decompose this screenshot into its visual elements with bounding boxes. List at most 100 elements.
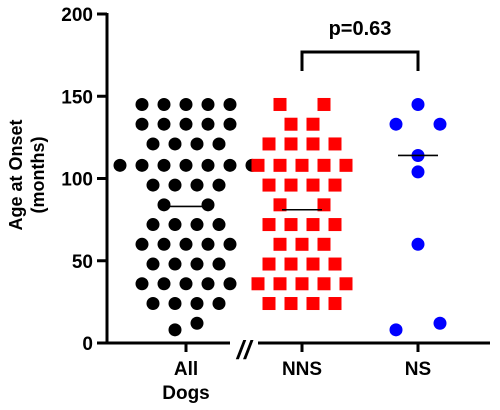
data-point <box>306 117 320 131</box>
data-point <box>146 137 160 151</box>
data-point <box>389 117 403 131</box>
data-point <box>168 137 182 151</box>
data-point <box>212 137 226 151</box>
data-point <box>223 237 237 251</box>
data-point <box>157 117 171 131</box>
median-lines <box>166 154 438 211</box>
data-point <box>179 97 193 111</box>
data-point <box>295 237 309 251</box>
data-point <box>201 198 215 212</box>
data-point <box>201 277 215 291</box>
data-point <box>317 277 331 291</box>
data-point <box>284 297 298 311</box>
data-point <box>317 237 331 251</box>
data-point <box>190 257 204 271</box>
y-axis: 0 50 100 150 200 <box>61 5 109 355</box>
data-point <box>201 117 215 131</box>
data-point <box>157 277 171 291</box>
data-point <box>201 158 215 172</box>
data-point <box>146 297 160 311</box>
data-point <box>262 218 276 232</box>
data-point <box>113 158 127 172</box>
data-point <box>190 316 204 330</box>
y-tick-label: 50 <box>72 252 93 273</box>
axis-break-symbol: // <box>236 335 254 365</box>
data-point <box>135 97 149 111</box>
x-axis: // All Dogs NNS NS <box>105 335 490 404</box>
data-point <box>273 237 287 251</box>
data-point <box>190 178 204 192</box>
data-point <box>306 257 320 271</box>
data-point <box>295 277 309 291</box>
data-point <box>389 323 403 337</box>
data-point <box>201 97 215 111</box>
data-point <box>135 158 149 172</box>
data-point <box>179 117 193 131</box>
data-point <box>317 97 331 111</box>
p-value-label: p=0.63 <box>329 18 392 40</box>
data-point <box>284 218 298 232</box>
y-tick-label: 200 <box>61 5 93 26</box>
data-point <box>339 277 353 291</box>
data-point <box>273 158 287 172</box>
data-point <box>212 178 226 192</box>
data-point <box>339 158 353 172</box>
data-point <box>135 277 149 291</box>
data-point <box>273 97 287 111</box>
y-tick-label: 150 <box>61 87 93 108</box>
data-point <box>157 158 171 172</box>
data-point <box>157 198 171 212</box>
data-point <box>317 158 331 172</box>
data-point <box>306 297 320 311</box>
data-point <box>223 277 237 291</box>
data-point <box>433 316 447 330</box>
data-point <box>179 158 193 172</box>
data-point <box>135 117 149 131</box>
data-point <box>212 218 226 232</box>
data-point <box>190 137 204 151</box>
x-tick-label: NS <box>405 359 431 380</box>
data-point <box>284 178 298 192</box>
data-point <box>168 257 182 271</box>
data-point <box>179 237 193 251</box>
data-point <box>168 218 182 232</box>
data-point <box>328 297 342 311</box>
data-point <box>328 178 342 192</box>
y-tick-label: 0 <box>82 334 93 355</box>
data-points <box>113 97 447 337</box>
data-point <box>223 117 237 131</box>
data-point <box>262 137 276 151</box>
data-point <box>433 117 447 131</box>
data-point <box>135 237 149 251</box>
x-tick-label: All <box>174 359 198 380</box>
data-point <box>146 178 160 192</box>
data-point <box>251 277 265 291</box>
data-point <box>190 218 204 232</box>
data-point <box>317 198 331 212</box>
data-point <box>273 277 287 291</box>
data-point <box>223 158 237 172</box>
data-point <box>306 137 320 151</box>
data-point <box>168 323 182 337</box>
y-tick-label: 100 <box>61 170 93 191</box>
data-point <box>146 257 160 271</box>
data-point <box>328 218 342 232</box>
data-point <box>168 297 182 311</box>
data-point <box>179 277 193 291</box>
data-point <box>262 257 276 271</box>
data-point <box>273 198 287 212</box>
x-tick-label: NNS <box>282 359 322 380</box>
data-point <box>306 218 320 232</box>
y-axis-label-line-1: Age at Onset <box>6 119 26 230</box>
data-point <box>190 297 204 311</box>
data-point <box>411 165 425 179</box>
bracket-line <box>300 50 420 71</box>
data-point <box>295 158 309 172</box>
data-point <box>328 137 342 151</box>
data-point <box>157 97 171 111</box>
data-point <box>284 117 298 131</box>
y-axis-label: Age at Onset (months) <box>6 119 48 230</box>
x-tick-label: Dogs <box>162 383 210 404</box>
data-point <box>223 97 237 111</box>
